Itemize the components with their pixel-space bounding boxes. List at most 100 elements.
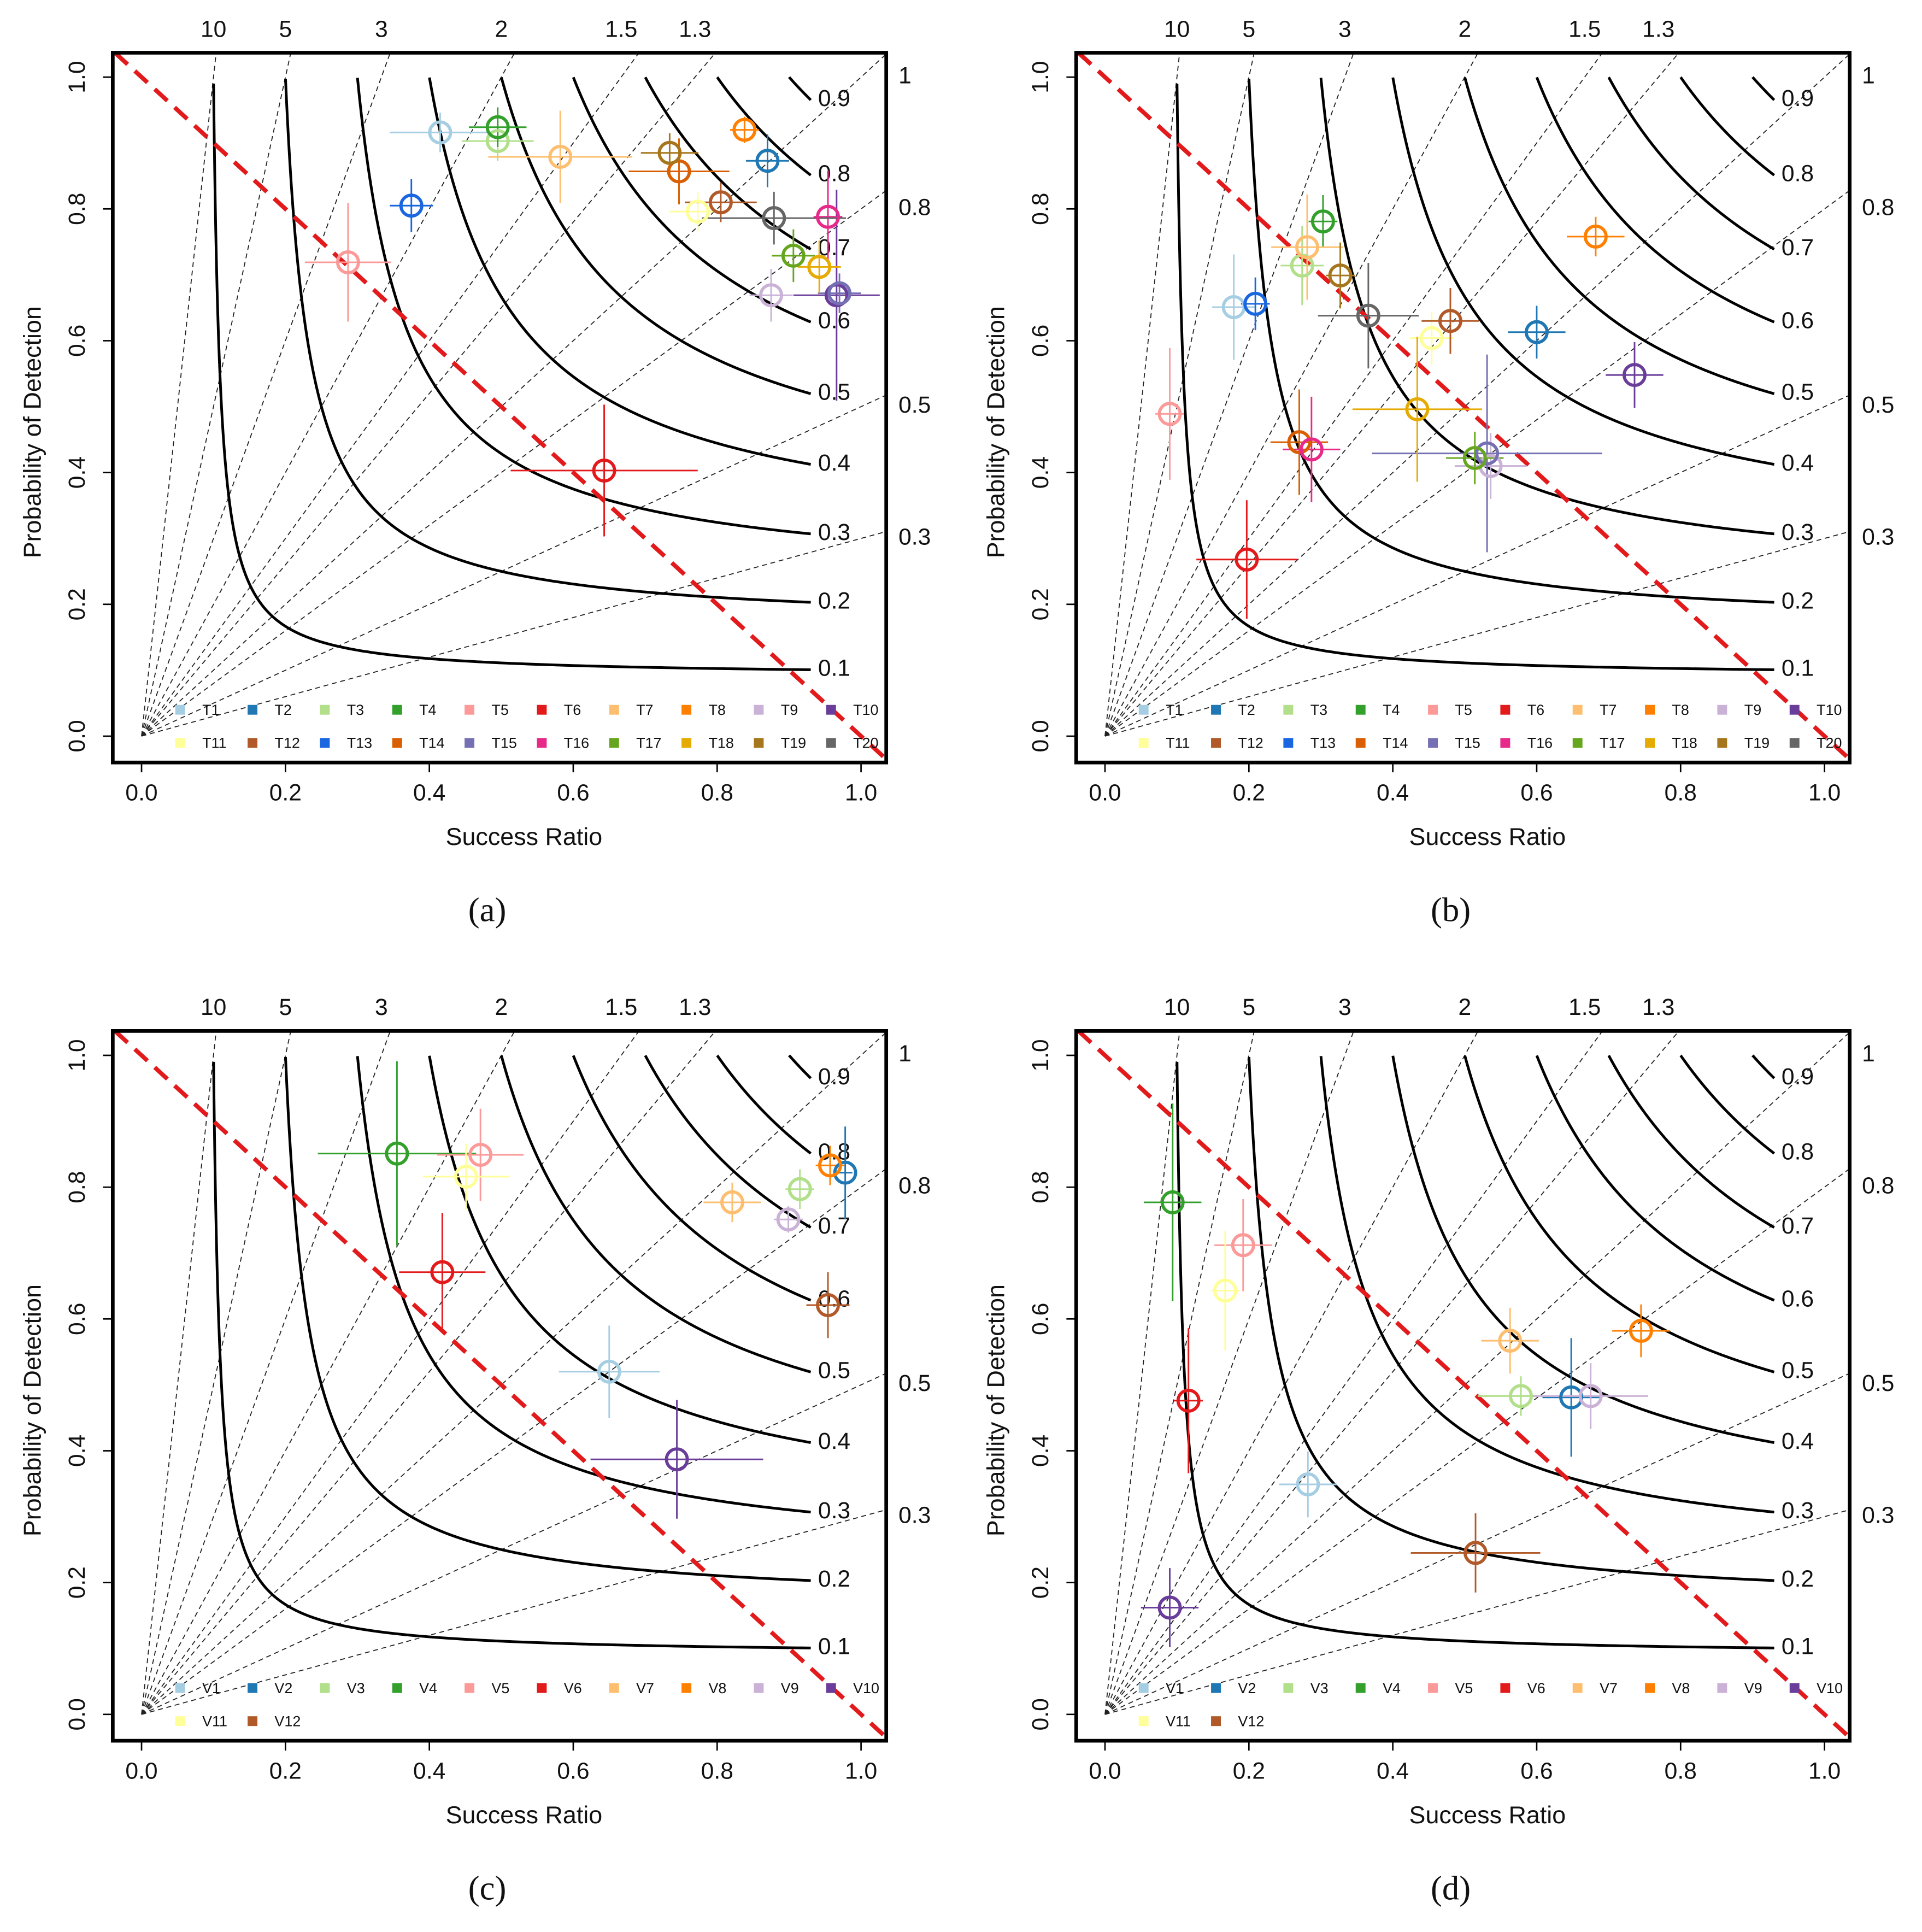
- x-tick-label: 1.0: [1808, 1758, 1841, 1784]
- csi-curve: [716, 1054, 812, 1155]
- legend-label: T15: [491, 735, 516, 751]
- csi-curve: [1319, 78, 1774, 536]
- csi-label: 0.2: [1782, 588, 1814, 614]
- csi-curve: [212, 1061, 811, 1649]
- panel: 10 5 3 2 1.5 1.3 1 0.8 0.5 0.3 0.1 0.2 0.3 0.4 0.5 0.6 0…: [982, 994, 1895, 1907]
- csi-curve: [500, 1055, 812, 1373]
- legend-label: T6: [564, 702, 581, 718]
- point: [816, 1293, 840, 1317]
- legend-label: T19: [781, 735, 806, 751]
- legend-swatch: [1355, 1683, 1366, 1693]
- legend-label: V10: [853, 1680, 879, 1696]
- csi-label: 0.4: [1782, 1428, 1814, 1454]
- csi-curve: [787, 1054, 812, 1079]
- legend-swatch: [1717, 704, 1727, 715]
- point: [720, 1190, 744, 1214]
- legend-swatch: [754, 738, 764, 748]
- x-axis-title: Success Ratio: [446, 1801, 603, 1829]
- bias-label: 3: [375, 16, 388, 42]
- legend-label: T1: [1166, 702, 1183, 718]
- bias-label: 1: [898, 62, 912, 89]
- csi-curve: [1607, 77, 1775, 251]
- legend-swatch: [1572, 704, 1583, 715]
- point: [816, 204, 840, 229]
- bias-line: [1104, 1372, 1850, 1715]
- csi-label: 0.5: [818, 1358, 850, 1384]
- point: [1578, 1384, 1603, 1408]
- y-axis-title: Probability of Detection: [982, 306, 1010, 558]
- csi-curve: [1319, 1056, 1774, 1514]
- point: [1475, 441, 1500, 466]
- csi-label: 0.6: [1782, 307, 1814, 333]
- legend-swatch: [609, 738, 619, 748]
- point: [807, 255, 832, 279]
- y-tick-label: 0.0: [1027, 720, 1054, 752]
- y-tick-label: 0.4: [1027, 456, 1054, 489]
- legend-label: T15: [1455, 735, 1480, 751]
- y-tick-label: 1.0: [1027, 1039, 1054, 1071]
- legend-swatch: [320, 738, 330, 748]
- legend-swatch: [1717, 1683, 1727, 1693]
- legend-swatch: [1211, 1683, 1221, 1693]
- legend-swatch: [1428, 704, 1438, 715]
- legend-label: V3: [1310, 1680, 1329, 1696]
- point: [1356, 303, 1380, 328]
- legend-label: V8: [1672, 1680, 1690, 1696]
- bias-label: 10: [1164, 16, 1190, 42]
- legend-swatch: [1645, 1683, 1655, 1693]
- legend-label: V2: [274, 1680, 292, 1696]
- legend-label: V6: [564, 1680, 582, 1696]
- plot-area: [113, 52, 886, 761]
- bias-label: 5: [1242, 16, 1255, 42]
- legend-swatch: [465, 704, 475, 715]
- csi-curve: [500, 77, 812, 395]
- legend-label: T14: [1383, 735, 1408, 751]
- bias-line: [1104, 53, 1850, 737]
- bias-label: 0.5: [898, 1370, 931, 1396]
- y-tick-label: 0.6: [64, 325, 90, 357]
- y-tick-label: 0.6: [1027, 1303, 1054, 1335]
- legend-swatch: [537, 704, 547, 715]
- csi-label: 0.9: [818, 85, 850, 111]
- bias-line: [1104, 52, 1603, 737]
- point: [1243, 291, 1268, 316]
- bias-line: [1104, 1031, 1180, 1714]
- legend-label: T5: [1455, 702, 1472, 718]
- point: [1498, 1329, 1523, 1353]
- point: [657, 140, 682, 165]
- point: [485, 115, 510, 139]
- legend-swatch: [1789, 738, 1800, 748]
- legend-label: T9: [781, 702, 798, 718]
- x-tick-label: 0.2: [269, 780, 302, 806]
- csi-curve: [1247, 78, 1774, 604]
- csi-curve: [716, 76, 812, 177]
- point: [787, 1177, 812, 1201]
- legend-label: T17: [1600, 735, 1625, 751]
- legend-swatch: [1138, 1716, 1149, 1727]
- point: [665, 1447, 689, 1472]
- x-tick-label: 0.8: [1665, 780, 1697, 806]
- legend-swatch: [826, 738, 836, 748]
- legend-swatch: [754, 704, 764, 715]
- csi-curve: [284, 78, 811, 604]
- legend-swatch: [1283, 1683, 1294, 1693]
- bias-label: 2: [1458, 994, 1471, 1020]
- point: [1157, 402, 1182, 426]
- csi-curve: [1247, 1056, 1774, 1582]
- x-tick-label: 0.4: [1377, 1758, 1409, 1784]
- point: [1623, 363, 1647, 387]
- x-axis-title: Success Ratio: [446, 823, 603, 850]
- bias-line: [1104, 52, 1180, 737]
- x-tick-label: 0.6: [1520, 780, 1553, 806]
- point: [1583, 224, 1608, 249]
- y-tick-label: 0.6: [1027, 325, 1054, 357]
- bias-label: 1.3: [679, 16, 711, 42]
- bias-label: 0.3: [1862, 1502, 1894, 1528]
- legend-label: V5: [491, 1680, 509, 1696]
- legend-label: V7: [636, 1680, 654, 1696]
- csi-curve: [1175, 1061, 1774, 1649]
- point: [399, 193, 424, 218]
- point: [1213, 1278, 1237, 1303]
- legend-label: V1: [202, 1680, 220, 1696]
- panel: 10 5 3 2 1.5 1.3 1 0.8 0.5 0.3 0.1 0.2 0.3 0.4 0.5 0.6 0…: [19, 16, 931, 929]
